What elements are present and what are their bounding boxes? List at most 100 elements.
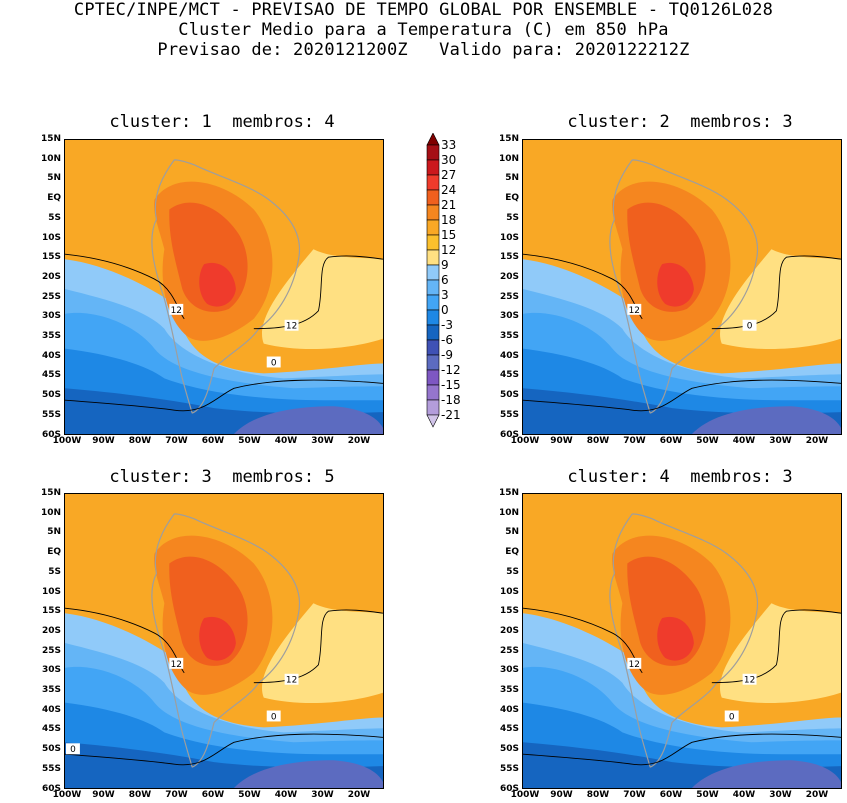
longitude-tick-label: 50W xyxy=(696,790,719,800)
longitude-tick-label: 90W xyxy=(550,790,573,800)
latitude-tick-label: 35S xyxy=(41,685,61,695)
latitude-tick-label: EQ xyxy=(47,193,61,204)
svg-text:12: 12 xyxy=(286,322,297,332)
latitude-tick-label: 10S xyxy=(41,232,61,243)
colorbar-level-label: 18 xyxy=(441,213,457,227)
latitude-tick-label: 10N xyxy=(40,507,61,518)
svg-text:12: 12 xyxy=(286,676,297,686)
latitude-tick-label: 55S xyxy=(499,763,519,774)
latitude-tick-label: 30S xyxy=(499,665,519,676)
header-dates: Previsao de: 2020121200Z Valido para: 20… xyxy=(157,40,690,60)
temperature-band xyxy=(233,406,383,434)
contour-label: 12 xyxy=(169,303,184,316)
colorbar-swatch xyxy=(426,174,440,191)
svg-text:12: 12 xyxy=(171,306,182,316)
panel-3-title: cluster: 3 membros: 5 xyxy=(109,467,335,487)
latitude-tick-label: 60S xyxy=(41,783,61,794)
latitude-tick-label: 50S xyxy=(499,390,519,401)
colorbar-level-label: -21 xyxy=(441,408,461,422)
longitude-tick-label: 90W xyxy=(550,436,573,446)
latitude-tick-label: 20S xyxy=(499,625,519,636)
latitude-tick-label: 35S xyxy=(41,331,61,341)
colorbar-swatch xyxy=(426,324,440,341)
longitude-tick-label: 100W xyxy=(510,790,540,800)
colorbar-level-label: -3 xyxy=(441,318,453,332)
latitude-tick-label: 10S xyxy=(499,232,519,243)
contour-label: 0 xyxy=(65,743,80,755)
temperature-band xyxy=(199,262,236,307)
svg-text:0: 0 xyxy=(70,745,76,755)
latitude-tick-label: 40S xyxy=(499,350,519,361)
latitude-tick-label: 15S xyxy=(499,252,519,263)
svg-text:0: 0 xyxy=(729,712,735,722)
colorbar-level-label: 15 xyxy=(441,228,457,242)
colorbar-swatch xyxy=(426,279,440,296)
figure-header: CPTEC/INPE/MCT - PREVISAO DE TEMPO GLOBA… xyxy=(0,0,847,60)
longitude-tick-label: 30W xyxy=(311,436,334,446)
longitude-tick-label: 50W xyxy=(238,790,261,800)
latitude-tick-label: 40S xyxy=(41,704,61,715)
latitude-tick-label: 5S xyxy=(506,566,519,577)
longitude-tick-label: 40W xyxy=(732,790,756,800)
latitude-tick-label: 5S xyxy=(48,566,61,577)
colorbar-swatch xyxy=(426,189,440,206)
map-panel-cluster-1: 12 12 0 xyxy=(64,139,384,435)
longitude-tick-label: 60W xyxy=(201,790,225,800)
colorbar-level-label: -12 xyxy=(441,363,461,377)
colorbar-level-label: 12 xyxy=(441,243,457,257)
longitude-tick-label: 100W xyxy=(52,790,82,800)
colorbar-swatch xyxy=(426,399,440,416)
contour-label: 0 xyxy=(724,710,739,722)
longitude-tick-label: 20W xyxy=(805,790,829,800)
temperature-band xyxy=(691,760,841,788)
colorbar-swatch xyxy=(426,219,440,236)
latitude-tick-label: EQ xyxy=(505,547,519,558)
longitude-tick-label: 30W xyxy=(311,790,334,800)
contour-label: 12 xyxy=(742,673,757,686)
latitude-tick-label: 35S xyxy=(499,331,519,341)
latitude-tick-label: 15N xyxy=(40,488,61,498)
latitude-tick-label: 35S xyxy=(499,685,519,695)
longitude-tick-label: 50W xyxy=(696,436,719,446)
colorbar-level-label: -15 xyxy=(441,378,461,392)
latitude-tick-label: 50S xyxy=(41,744,61,755)
longitude-tick-label: 20W xyxy=(805,436,829,446)
contour-label: 0 xyxy=(266,710,281,722)
svg-text:12: 12 xyxy=(744,676,755,686)
latitude-tick-label: 60S xyxy=(499,429,519,440)
latitude-tick-label: 15S xyxy=(499,606,519,617)
latitude-tick-label: 55S xyxy=(41,763,61,774)
latitude-tick-label: 25S xyxy=(41,291,61,302)
longitude-tick-label: 70W xyxy=(165,790,188,800)
temperature-band xyxy=(233,760,383,788)
map-panel-cluster-3: 12 12 0 0 xyxy=(64,493,384,789)
latitude-tick-label: 50S xyxy=(499,744,519,755)
latitude-tick-label: 25S xyxy=(499,291,519,302)
latitude-tick-label: 20S xyxy=(499,271,519,282)
header-subtitle: Cluster Medio para a Temperatura (C) em … xyxy=(178,20,669,40)
longitude-tick-label: 30W xyxy=(769,436,792,446)
latitude-tick-label: 5N xyxy=(47,527,61,538)
latitude-tick-label: 60S xyxy=(499,783,519,794)
colorbar-level-label: 33 xyxy=(441,138,457,152)
colorbar-level-label: 24 xyxy=(441,183,457,197)
colorbar-level-label: -18 xyxy=(441,393,461,407)
longitude-tick-label: 80W xyxy=(128,790,152,800)
longitude-tick-label: 100W xyxy=(510,436,540,446)
colorbar-swatch xyxy=(426,264,440,281)
latitude-tick-label: 25S xyxy=(41,645,61,656)
latitude-tick-label: EQ xyxy=(47,547,61,558)
colorbar-swatch xyxy=(426,369,440,386)
latitude-tick-label: 25S xyxy=(499,645,519,656)
contour-label: 12 xyxy=(627,657,642,670)
colorbar-level-label: 3 xyxy=(441,288,449,302)
latitude-tick-label: 10S xyxy=(499,586,519,597)
colorbar-level-label: 9 xyxy=(441,258,449,272)
map-panel-cluster-2: 12 0 xyxy=(522,139,842,435)
latitude-tick-label: 5S xyxy=(48,212,61,223)
contour-label: 0 xyxy=(266,356,281,368)
latitude-tick-label: 5N xyxy=(505,527,519,538)
colorbar-swatch xyxy=(426,249,440,266)
colorbar-swatch xyxy=(426,339,440,356)
colorbar xyxy=(426,133,440,428)
